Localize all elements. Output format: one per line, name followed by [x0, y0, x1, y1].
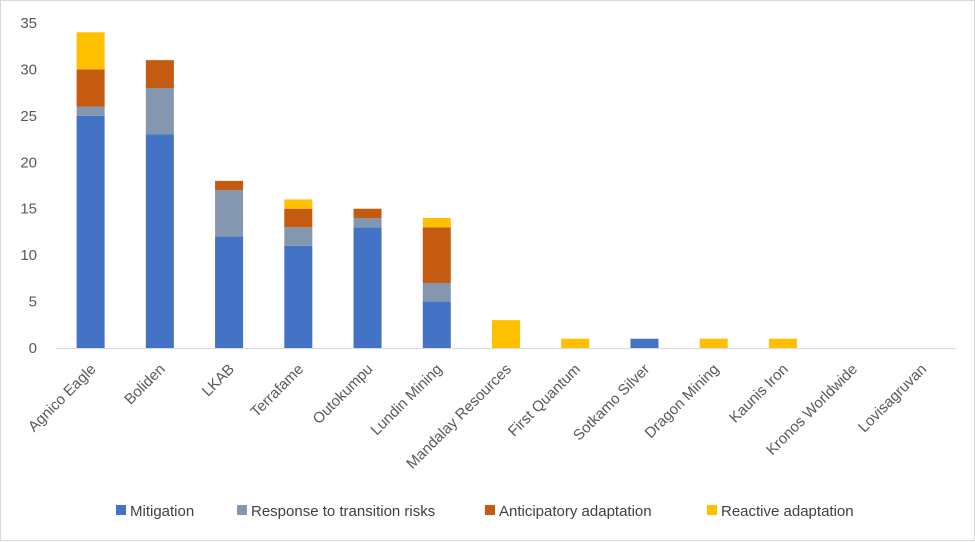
x-tick-label: LKAB: [199, 361, 238, 400]
bar-segment: [145, 88, 174, 135]
bar-segment: [422, 301, 451, 348]
x-tick-label: Terrafame: [247, 361, 307, 421]
y-tick-label: 10: [20, 247, 37, 264]
bar-segment: [76, 115, 105, 348]
bar-segment: [422, 283, 451, 302]
y-tick-label: 15: [20, 201, 37, 218]
legend-swatch: [116, 505, 126, 515]
bar-segment: [353, 218, 382, 228]
bar-segment: [561, 338, 590, 348]
legend-label: Mitigation: [130, 503, 194, 520]
legend-swatch: [707, 505, 717, 515]
bar-segment: [353, 208, 382, 218]
bar-segment: [768, 338, 797, 348]
bar-segment: [422, 218, 451, 228]
x-tick-label: First Quantum: [505, 361, 584, 440]
bar-segment: [76, 106, 105, 116]
x-tick-label: Lovisagruvan: [855, 361, 930, 436]
y-tick-label: 20: [20, 154, 37, 171]
x-tick-label: Outokumpu: [310, 361, 377, 428]
bar-segment: [215, 180, 244, 191]
y-tick-label: 25: [20, 108, 37, 125]
x-tick-label: Agnico Eagle: [25, 361, 100, 436]
bar-segment: [76, 69, 105, 107]
bar-segment: [145, 134, 174, 348]
bar-segment: [76, 32, 105, 70]
y-tick-label: 0: [29, 340, 37, 357]
legend-label: Response to transition risks: [251, 503, 435, 520]
legend-swatch: [485, 505, 495, 515]
legend-label: Reactive adaptation: [721, 503, 854, 520]
bar-segment: [284, 245, 313, 348]
bar-segment: [630, 338, 659, 348]
bar-segment: [145, 60, 174, 88]
y-tick-label: 5: [29, 294, 37, 311]
y-tick-label: 35: [20, 15, 37, 32]
bar-segment: [215, 236, 244, 348]
legend-label: Anticipatory adaptation: [499, 503, 652, 520]
x-tick-label: Dragon Mining: [642, 361, 723, 442]
bar-segment: [284, 227, 313, 246]
x-tick-label: Boliden: [121, 361, 168, 408]
bar-segment: [215, 190, 244, 237]
legend-swatch: [237, 505, 247, 515]
bar-segment: [699, 338, 728, 348]
bar-segment: [284, 199, 313, 209]
bar-segment: [492, 320, 520, 348]
bar-segment: [422, 227, 451, 283]
bar-segment: [284, 208, 313, 228]
bar-segment: [353, 227, 382, 348]
x-tick-label: Kaunis Iron: [726, 361, 792, 427]
y-tick-label: 30: [20, 61, 37, 78]
x-tick-label: Lundin Mining: [368, 361, 446, 439]
